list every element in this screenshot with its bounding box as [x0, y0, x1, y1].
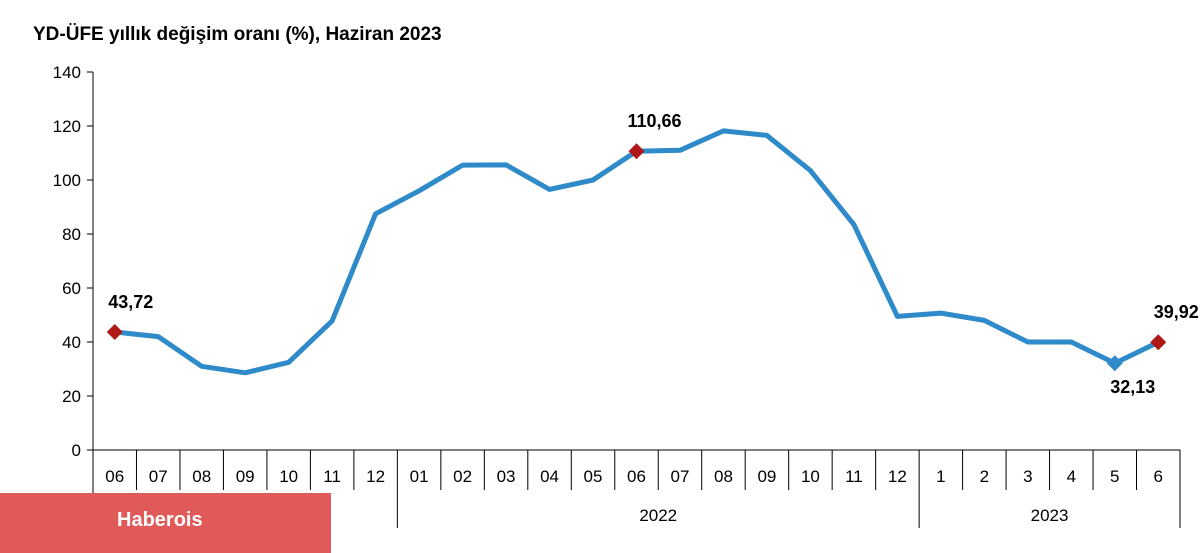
- y-tick-label: 80: [62, 225, 81, 244]
- y-tick-label: 100: [53, 171, 81, 190]
- highlight-marker: [628, 143, 645, 160]
- x-tick-label: 07: [149, 467, 168, 486]
- x-tick-label: 10: [801, 467, 820, 486]
- highlight-markers: [106, 143, 1167, 372]
- brand-badge: Haberois: [0, 493, 331, 553]
- data-label: 43,72: [108, 292, 153, 312]
- y-tick-label: 20: [62, 387, 81, 406]
- x-tick-label: 07: [671, 467, 690, 486]
- x-tick-label: 09: [757, 467, 776, 486]
- x-tick-label: 06: [105, 467, 124, 486]
- x-tick-label: 10: [279, 467, 298, 486]
- x-tick-label: 09: [236, 467, 255, 486]
- data-label: 110,66: [627, 111, 681, 131]
- y-tick-label: 120: [53, 117, 81, 136]
- x-tick-label: 1: [936, 467, 945, 486]
- series-line: [112, 128, 1161, 376]
- x-tick-label: 5: [1110, 467, 1119, 486]
- x-tick-label: 08: [714, 467, 733, 486]
- series-line-path: [112, 128, 1161, 376]
- year-label: 2023: [1031, 506, 1069, 525]
- data-label: 32,13: [1110, 377, 1155, 397]
- year-label: 2022: [639, 506, 677, 525]
- x-tick-label: 02: [453, 467, 472, 486]
- highlight-marker: [1150, 334, 1167, 351]
- y-axis: 0 20 40 60 80 100 120 140: [53, 63, 94, 460]
- y-tick-label: 40: [62, 333, 81, 352]
- x-tick-label: 06: [627, 467, 646, 486]
- x-tick-label: 08: [192, 467, 211, 486]
- x-tick-label: 2: [980, 467, 989, 486]
- x-tick-label: 12: [366, 467, 385, 486]
- x-tick-label: 04: [540, 467, 559, 486]
- x-tick-label: 11: [323, 467, 341, 486]
- x-tick-label: 6: [1154, 467, 1163, 486]
- x-tick-label: 3: [1023, 467, 1032, 486]
- data-labels: 43,72 110,66 32,13 39,92: [108, 111, 1199, 397]
- x-tick-label: 11: [845, 467, 863, 486]
- x-tick-label: 05: [584, 467, 603, 486]
- y-tick-label: 0: [72, 441, 81, 460]
- highlight-marker: [106, 323, 123, 340]
- y-tick-label: 60: [62, 279, 81, 298]
- x-tick-label: 01: [410, 467, 429, 486]
- x-tick-label: 12: [888, 467, 907, 486]
- highlight-marker: [1106, 355, 1123, 372]
- data-label: 39,92: [1154, 302, 1199, 322]
- x-tick-label: 4: [1067, 467, 1076, 486]
- x-tick-label: 03: [497, 467, 516, 486]
- chart-title: YD-ÜFE yıllık değişim oranı (%), Haziran…: [33, 24, 442, 45]
- y-tick-label: 140: [53, 63, 81, 82]
